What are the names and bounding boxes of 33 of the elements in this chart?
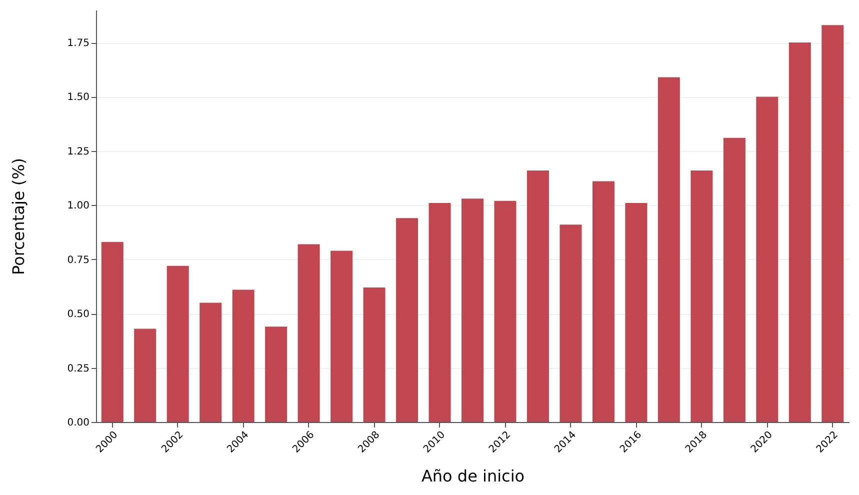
bar xyxy=(560,224,582,422)
bar xyxy=(298,244,320,422)
bar xyxy=(526,170,549,422)
bar xyxy=(396,218,418,422)
bar xyxy=(822,25,844,422)
x-axis-title: Año de inicio xyxy=(421,466,525,486)
y-tick-label: 0.50 xyxy=(67,309,90,320)
bar xyxy=(756,96,778,422)
bar xyxy=(265,326,288,422)
y-tick-label: 0.00 xyxy=(67,418,90,428)
bar xyxy=(363,288,386,422)
bar xyxy=(330,250,353,422)
y-tick-label: 0.75 xyxy=(67,254,90,266)
bar xyxy=(658,77,680,422)
y-axis-title: Porcentaje (%) xyxy=(9,158,28,276)
y-tick-label: 1.75 xyxy=(67,38,90,50)
bar xyxy=(494,200,516,422)
bar xyxy=(723,138,746,422)
y-tick-label: 0.25 xyxy=(67,363,90,374)
bar xyxy=(788,42,811,422)
bar xyxy=(101,242,124,422)
bar xyxy=(200,302,222,422)
bar xyxy=(166,266,189,422)
y-tick-label: 1.25 xyxy=(67,146,90,158)
bar xyxy=(625,202,648,422)
bar xyxy=(462,198,484,422)
bar xyxy=(428,202,451,422)
y-tick-label: 1.00 xyxy=(67,200,90,212)
bar xyxy=(134,328,156,422)
bar xyxy=(690,170,713,422)
bar xyxy=(232,290,254,422)
y-tick-label: 1.50 xyxy=(67,92,90,104)
bar xyxy=(592,181,614,422)
